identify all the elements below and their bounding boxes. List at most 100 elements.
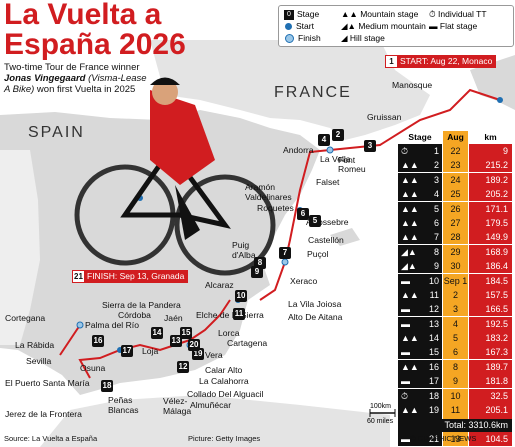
stage-date: 28 xyxy=(443,230,468,245)
table-row: ▲▲ 11 2 157.5 xyxy=(398,287,512,302)
legend-hill: ◢ Hill stage xyxy=(341,33,385,44)
stage-km: 171.1 xyxy=(469,201,512,216)
stage-number-icon: 0 xyxy=(284,9,294,20)
intro-tail: won first Vuelta in 2025 xyxy=(34,84,136,95)
label-france: FRANCE xyxy=(274,84,352,101)
stage-number: 4 xyxy=(433,189,439,200)
stage-number: 1 xyxy=(433,146,439,156)
stage-number: 9 xyxy=(433,261,439,272)
legend-finish-label: Finish xyxy=(298,33,321,43)
place-la-vila-joiosa: La Vila Joiosa xyxy=(288,299,342,309)
place-sevilla: Sevilla xyxy=(26,356,52,366)
header-stage: Stage xyxy=(408,132,432,142)
stage-badge: 13 xyxy=(170,335,182,347)
stage-number: 19 xyxy=(428,405,439,416)
legend: 0 Stage Start Finish ▲▲ Mountain stage ◢▲… xyxy=(278,5,514,47)
stage-date: 22 xyxy=(443,144,468,158)
place-elche-sierra: Elche de la Sierra xyxy=(196,310,264,320)
stage-km: 192.5 xyxy=(469,316,512,331)
legend-start: Start xyxy=(285,21,314,31)
table-total: Total: 3310.6km xyxy=(398,419,512,432)
finish-stage-number: 21 xyxy=(73,271,84,282)
table-rows: ⏱ 1 22 9 ▲▲ 2 23 215.2 ▲▲ 3 24 189.2 ▲▲ 4 25 205.2 ▲▲ 5 26… xyxy=(398,144,512,446)
stage-badge: 14 xyxy=(151,327,163,339)
stage-date: 10 xyxy=(443,388,468,403)
stage-type-icon: ⏱ xyxy=(398,388,442,403)
place-cordoba: Córdoba xyxy=(118,310,151,320)
place-la-calahorra: La Calahorra xyxy=(199,376,249,386)
stage-type-icon: ⏱ xyxy=(398,144,442,158)
table-row: ▲▲ 16 8 189.7 xyxy=(398,359,512,374)
stage-date: 4 xyxy=(443,316,468,331)
place-pucol: Puçol xyxy=(307,249,329,259)
stage-date: 25 xyxy=(443,187,468,202)
stage-number: 3 xyxy=(433,174,439,185)
stage-date: 6 xyxy=(443,345,468,360)
legend-flat-label: Flat stage xyxy=(439,21,478,31)
stage-badge: 16 xyxy=(92,335,104,347)
table-row: ▲▲ 6 27 179.5 xyxy=(398,215,512,230)
portugal-land xyxy=(0,150,40,345)
header-aug: Aug xyxy=(443,131,468,144)
stopwatch-icon: ⏱ xyxy=(429,9,438,19)
place-velez-malaga: Vélez- Málaga xyxy=(163,396,192,416)
stage-km: 181.8 xyxy=(469,374,512,389)
place-collado-alguacil: Collado Del Alguacil xyxy=(187,389,264,399)
legend-mountain: ▲▲ Mountain stage xyxy=(341,9,418,19)
table-row: ▲▲ 5 26 171.1 xyxy=(398,201,512,216)
table-row: ▲▲ 3 24 189.2 xyxy=(398,172,512,187)
stage-km: 189.7 xyxy=(469,359,512,374)
stage-type-icon: ▬ xyxy=(398,273,442,288)
place-almunecar: Almuñécar xyxy=(190,400,232,410)
stage-type-icon: ▲▲ xyxy=(398,230,442,245)
start-stage-number: 1 xyxy=(386,56,397,67)
legend-hill-label: Hill stage xyxy=(349,33,385,43)
place-manosque: Manosque xyxy=(392,80,433,90)
header-km: km xyxy=(484,132,497,142)
start-dot-icon xyxy=(285,23,292,31)
stage-type-icon: ▲▲ xyxy=(398,172,442,187)
rider-name: Jonas Vingegaard xyxy=(4,73,86,84)
stage-badge: 9 xyxy=(251,266,263,278)
stage-number: 18 xyxy=(428,390,439,401)
stage-km: 149.9 xyxy=(469,230,512,245)
table-row: ▲▲ 14 5 183.2 xyxy=(398,331,512,346)
stage-number: 7 xyxy=(433,232,439,243)
stage-date: 27 xyxy=(443,215,468,230)
place-andorra: Andorra xyxy=(283,145,314,155)
place-font-romeu: Font Romeu xyxy=(338,155,366,174)
place-vera: Vera xyxy=(205,350,223,360)
table-row: ▲▲ 7 28 149.9 xyxy=(398,230,512,245)
place-cortegana: Cortegana xyxy=(5,313,46,323)
stage-km: 183.2 xyxy=(469,331,512,346)
table-row: ▬ 13 4 192.5 xyxy=(398,316,512,331)
table-row: ▬ 10 Sep 1 184.5 xyxy=(398,273,512,288)
table-row: ▲▲ 2 23 215.2 xyxy=(398,158,512,173)
stage-date: 30 xyxy=(443,259,468,274)
legend-flat: ▬ Flat stage xyxy=(429,21,477,31)
place-loja: Loja xyxy=(142,346,159,356)
place-jaen: Jaén xyxy=(164,313,183,323)
stage-date: 23 xyxy=(443,158,468,173)
stage-date: 2 xyxy=(443,287,468,302)
legend-stage-label: Stage xyxy=(297,9,320,19)
stage-number: 11 xyxy=(429,289,439,300)
table-row: ▬ 21 13 104.5 xyxy=(398,431,512,446)
stage-badge: 10 xyxy=(235,290,247,302)
rider-team: (Visma-Lease A Bike) xyxy=(4,73,147,95)
medium-mountain-icon: ◢▲ xyxy=(341,21,359,31)
place-sierra-pandera: Sierra de la Pandera xyxy=(102,300,181,310)
place-puig-alba: Puig d'Alba xyxy=(232,240,256,260)
place-roquetes: Roquetes xyxy=(257,203,294,213)
intro-text: Two-time Tour de France winner Jonas Vin… xyxy=(4,62,149,95)
stage-km: 167.3 xyxy=(469,345,512,360)
stage-badge: 4 xyxy=(318,134,330,146)
stage-number: 5 xyxy=(433,203,439,214)
stage-badge: 19 xyxy=(192,348,204,360)
stage-badge: 6 xyxy=(297,208,309,220)
place-jerez: Jerez de la Frontera xyxy=(5,409,82,419)
stage-km: 205.1 xyxy=(469,403,512,418)
start-callout: 1 START: Aug 22, Monaco xyxy=(385,55,497,68)
italy-land xyxy=(470,55,515,110)
stage-number: 16 xyxy=(428,361,439,372)
